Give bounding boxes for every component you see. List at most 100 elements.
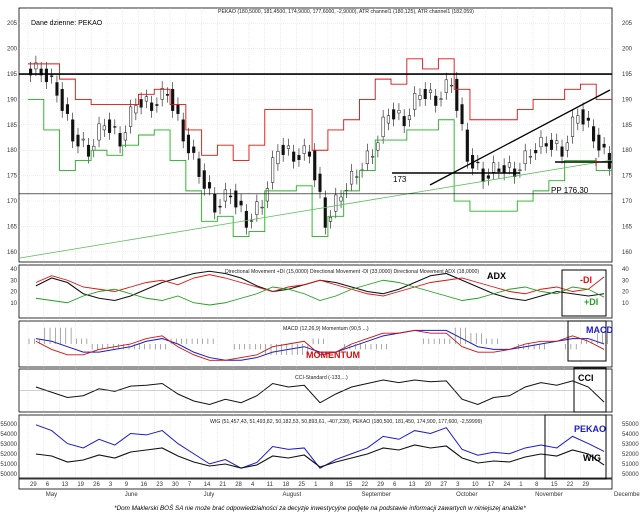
pp-label: PP 176,30	[551, 186, 589, 195]
wig-y-tick-right: 51000	[622, 462, 639, 468]
candle-body	[507, 162, 511, 168]
candle-body	[76, 134, 80, 147]
candle-body	[328, 217, 333, 222]
atr-upper-band	[28, 58, 612, 161]
x-day-tick: 13	[62, 482, 69, 488]
x-day-tick: 15	[346, 482, 353, 488]
candle-body	[229, 195, 233, 198]
candle-body	[439, 98, 443, 100]
x-day-tick: 4	[251, 482, 255, 488]
atr-lower-band	[28, 98, 612, 238]
price-y-tick-left: 190	[7, 97, 18, 103]
wig-y-tick: 51000	[0, 462, 17, 468]
x-day-tick: 29	[30, 482, 37, 488]
candle-body	[581, 109, 585, 125]
price-y-tick-left: 185	[7, 123, 18, 129]
candle-body	[118, 133, 122, 147]
x-day-tick: 29	[582, 482, 589, 488]
candle-body	[265, 188, 269, 202]
candle-body	[144, 96, 148, 102]
x-day-tick: 23	[156, 482, 163, 488]
candle-body	[186, 134, 191, 154]
candle-body	[207, 182, 212, 189]
long-term-trendline	[19, 159, 613, 259]
candle-body	[44, 68, 48, 83]
candle-body	[218, 205, 222, 208]
candle-body	[576, 115, 580, 124]
candle-body	[81, 138, 85, 141]
candle-body	[239, 200, 243, 206]
candle-body	[197, 158, 201, 177]
candle-body	[202, 170, 206, 189]
dmi-legend: Directional Movement +DI (15,0000) Direc…	[225, 269, 479, 275]
dmi-series--di	[35, 274, 605, 297]
y-axis-ticks: 160 160 165 165 170 170 175 175 180 180 185 185 190 1…	[0, 21, 639, 478]
candle-body	[260, 206, 264, 209]
wig-series-pekao	[35, 424, 605, 469]
candle-body	[176, 104, 180, 114]
x-month-label: October	[456, 492, 477, 498]
frame-wig	[18, 414, 613, 479]
candle-body	[586, 117, 590, 121]
candle-body	[565, 142, 569, 151]
candle-body	[223, 189, 227, 202]
candle-body	[213, 194, 217, 213]
candle-body	[139, 99, 143, 108]
source-label: Dane dzienne: PEKAO	[31, 20, 103, 27]
macd-panel	[28, 327, 608, 361]
price-y-tick-right: 175	[622, 174, 633, 180]
candle-body	[497, 168, 501, 172]
wig-y-tick-right: 54000	[622, 432, 639, 438]
macd-series-momentum	[35, 329, 605, 361]
panel-frames	[18, 7, 613, 490]
wig-box	[544, 414, 607, 480]
x-day-tick: 18	[283, 482, 290, 488]
candle-body	[192, 146, 196, 153]
x-day-tick: 25	[298, 482, 305, 488]
frame-date-axis	[18, 478, 613, 490]
x-day-tick: 8	[330, 482, 334, 488]
dmi-panel	[35, 270, 605, 306]
grid-lines	[19, 8, 612, 478]
price-y-tick-right: 200	[622, 47, 633, 53]
frame-price	[18, 7, 613, 263]
price-y-tick-left: 160	[7, 250, 18, 256]
wig-y-tick: 50000	[0, 472, 17, 478]
x-day-tick: 3	[456, 482, 460, 488]
candle-body	[160, 88, 164, 100]
wig-panel	[35, 424, 605, 469]
cci-series-cci	[35, 379, 605, 406]
candle-body	[592, 126, 596, 142]
candle-body	[476, 161, 480, 164]
candle-body	[134, 105, 138, 114]
candle-body	[602, 143, 606, 148]
x-day-tick: 19	[77, 482, 84, 488]
dmi-y-tick: 20	[10, 290, 17, 296]
x-day-tick: 30	[172, 482, 179, 488]
candle-body	[365, 150, 369, 165]
price-y-tick-right: 195	[622, 72, 633, 78]
dmi-series-adx	[35, 270, 605, 302]
price-legend: PEKAO (180,5000, 181,4500, 174,9000, 177…	[218, 9, 474, 15]
x-day-tick: 27	[440, 482, 447, 488]
price-y-tick-right: 165	[622, 224, 633, 230]
candle-body	[297, 155, 301, 160]
price-panel	[19, 55, 613, 259]
wig-legend: WIG (51,457,43, 51,493,82, 50,182,53, 50…	[210, 419, 483, 425]
price-y-tick-left: 170	[7, 199, 18, 205]
dmi-y-tick-right: 10	[622, 301, 629, 307]
macd-label: MACD	[586, 325, 613, 335]
pekao-label: PEKAO	[574, 424, 606, 434]
candle-body	[528, 156, 533, 158]
x-day-tick: 8	[535, 482, 539, 488]
price-y-tick-left: 195	[7, 72, 18, 78]
candle-body	[123, 132, 127, 141]
candle-body	[71, 119, 75, 142]
x-day-tick: 3	[109, 482, 113, 488]
candle-body	[376, 142, 380, 151]
candle-body	[549, 139, 554, 150]
cci-legend: CCI-Standard (-133,...)	[295, 375, 348, 381]
x-day-tick: 11	[267, 482, 274, 488]
candle-body	[50, 75, 54, 77]
